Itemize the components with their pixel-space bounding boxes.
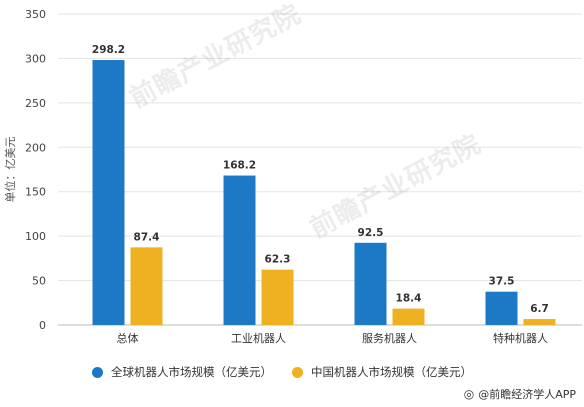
bar-china xyxy=(130,247,163,325)
y-tick-label: 50 xyxy=(32,275,46,288)
y-tick-label: 300 xyxy=(25,52,46,65)
legend-item-china: 中国机器人市场规模（亿美元） xyxy=(292,364,472,380)
legend-marker-china xyxy=(292,366,303,378)
credit-text: @前瞻经济学人APP xyxy=(478,388,576,401)
x-category-label: 服务机器人 xyxy=(362,331,417,345)
y-tick-label: 0 xyxy=(39,319,46,332)
data-label-china: 87.4 xyxy=(134,231,160,243)
legend-marker-global xyxy=(92,366,103,378)
bar-global xyxy=(223,175,256,325)
x-category-label: 工业机器人 xyxy=(231,331,286,345)
x-category-label: 总体 xyxy=(117,331,139,345)
y-tick-label: 250 xyxy=(25,97,46,110)
y-tick-label: 150 xyxy=(25,186,46,199)
y-tick-label: 200 xyxy=(25,141,46,154)
data-label-global: 298.2 xyxy=(92,44,125,56)
weibo-icon: ◎ xyxy=(463,387,475,401)
data-label-china: 6.7 xyxy=(530,303,549,315)
legend-label-china: 中国机器人市场规模（亿美元） xyxy=(311,365,472,379)
bar-china xyxy=(261,269,294,325)
bar-china xyxy=(523,319,556,325)
legend-item-global: 全球机器人市场规模（亿美元） xyxy=(92,364,272,380)
data-label-global: 37.5 xyxy=(489,276,515,288)
legend-label-global: 全球机器人市场规模（亿美元） xyxy=(111,365,272,379)
source-credit: ◎ @前瞻经济学人APP xyxy=(464,386,576,402)
data-label-china: 62.3 xyxy=(265,254,291,266)
y-axis-label: 单位：亿美元 xyxy=(3,137,17,203)
bar-global xyxy=(92,60,125,325)
bar-china xyxy=(392,308,425,325)
data-label-global: 92.5 xyxy=(358,227,384,239)
data-label-global: 168.2 xyxy=(223,160,256,172)
data-label-china: 18.4 xyxy=(396,293,422,305)
legend: 全球机器人市场规模（亿美元） 中国机器人市场规模（亿美元） xyxy=(92,364,472,380)
y-tick-label: 350 xyxy=(25,8,46,21)
y-tick-label: 100 xyxy=(25,230,46,243)
bar-global xyxy=(485,291,518,325)
x-category-label: 特种机器人 xyxy=(493,331,548,345)
bar-global xyxy=(354,242,387,325)
